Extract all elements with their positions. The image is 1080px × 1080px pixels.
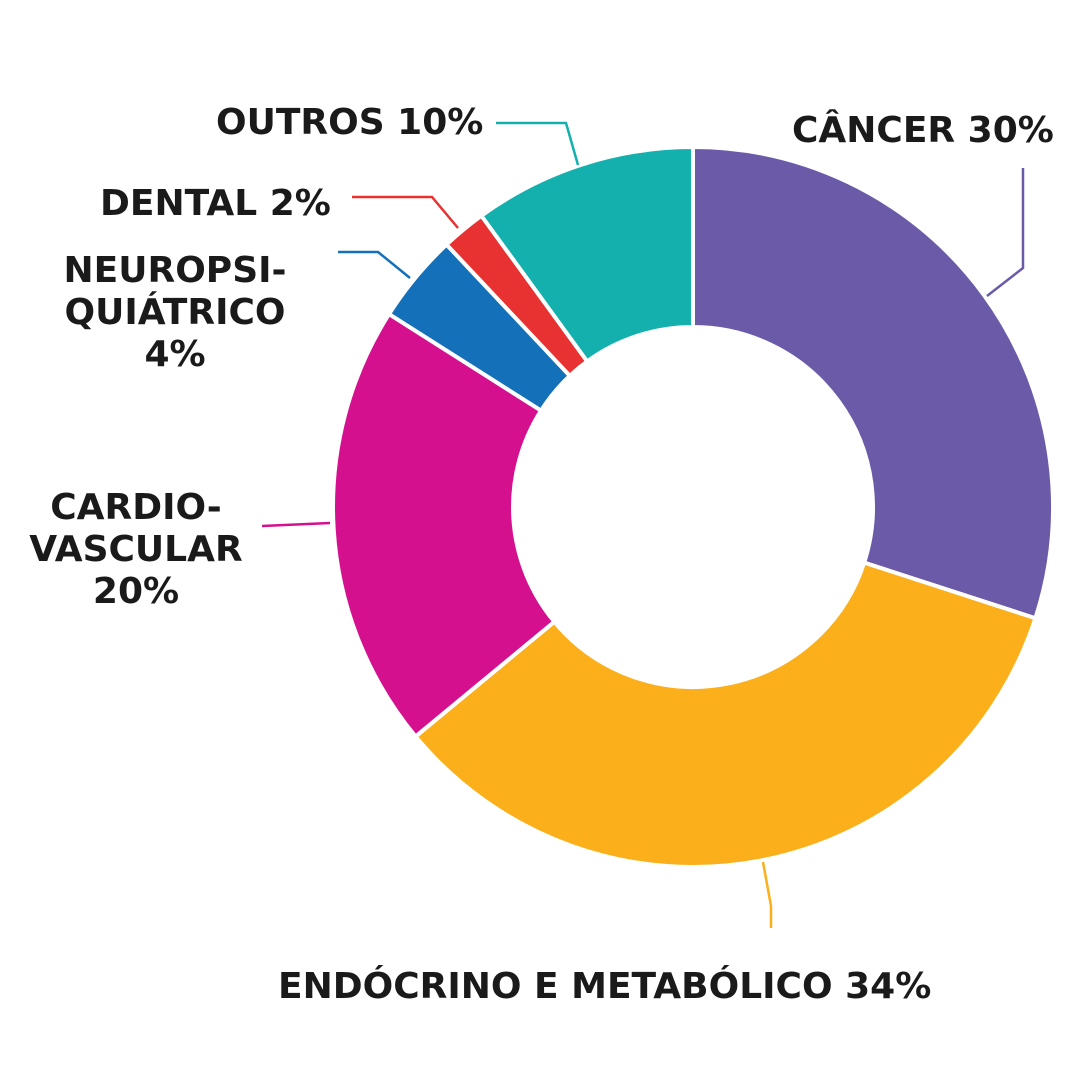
label-cardio-line-2: VASCULAR — [29, 529, 243, 570]
label-outros: OUTROS 10% — [216, 102, 483, 144]
label-neuropsiquiatrico: NEUROPSI- QUIÁTRICO 4% — [60, 250, 290, 376]
label-neuro-line-3: 4% — [144, 334, 206, 375]
slice-cancer — [691, 145, 1055, 621]
label-endo-line-1: ENDÓCRINO E METABÓLICO 34% — [278, 966, 932, 1007]
label-cardio-line-3: 20% — [92, 571, 180, 612]
slice-outros — [479, 145, 695, 364]
label-dental: DENTAL 2% — [100, 183, 331, 225]
slice-endo — [413, 560, 1038, 869]
leader-line-outros — [496, 121, 580, 166]
label-cardiovascular: CARDIO- VASCULAR 20% — [20, 487, 252, 613]
label-neuro-line-2: QUIÁTRICO — [64, 292, 286, 333]
label-neuro-line-1: NEUROPSI- — [63, 250, 287, 291]
leader-line-cancer — [986, 168, 1025, 297]
label-cancer: CÂNCER 30% — [792, 110, 1054, 152]
label-cancer-line-1: CÂNCER 30% — [792, 110, 1054, 151]
leader-line-endo — [761, 861, 773, 928]
label-cardio-line-1: CARDIO- — [50, 487, 222, 528]
leader-line-neuro — [338, 250, 411, 279]
slice-cardio — [331, 312, 557, 739]
donut-slices — [331, 145, 1055, 869]
label-outros-line-1: OUTROS 10% — [216, 102, 484, 143]
leader-lines — [261, 121, 1025, 928]
leader-line-dental — [352, 195, 459, 229]
label-dental-line-1: DENTAL 2% — [100, 183, 331, 224]
leader-line-cardio — [261, 521, 331, 528]
label-endocrino-metabolico: ENDÓCRINO E METABÓLICO 34% — [278, 966, 931, 1008]
